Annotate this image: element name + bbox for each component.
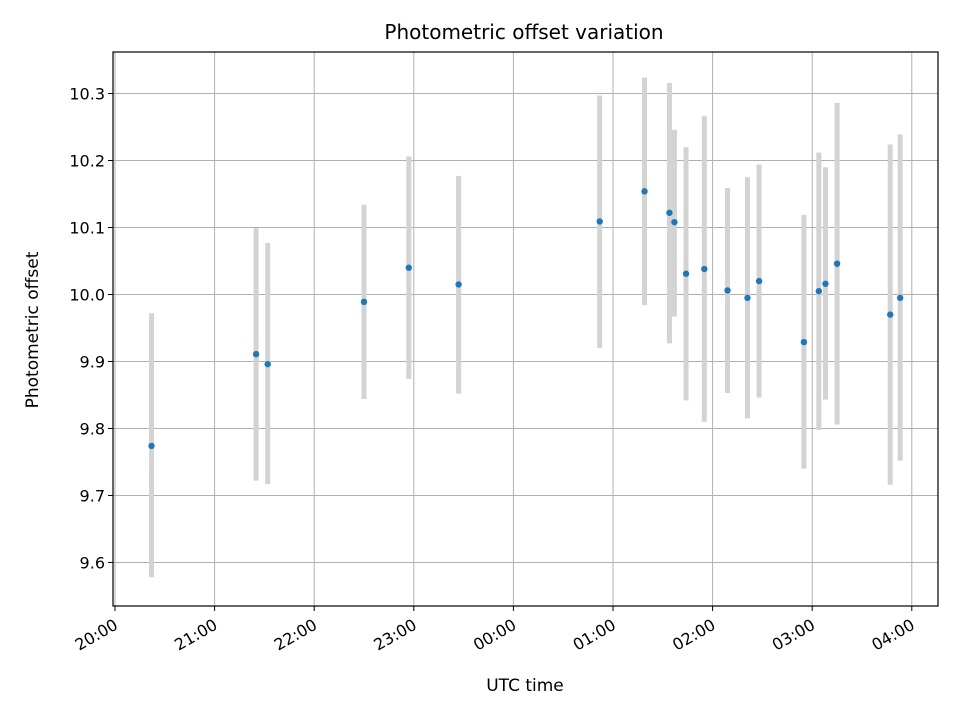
y-tick-label: 10.2: [69, 152, 105, 171]
data-point: [682, 270, 690, 277]
data-point: [264, 360, 271, 368]
plot-frame: [112, 51, 939, 607]
data-point: [755, 277, 763, 285]
data-point: [887, 311, 894, 318]
data-point: [800, 338, 808, 346]
data-point: [405, 264, 413, 271]
data-point: [744, 294, 751, 302]
y-tick-label: 9.7: [80, 486, 105, 505]
data-points: [148, 188, 904, 450]
x-tick-label: 01:00: [570, 615, 619, 655]
data-point: [666, 209, 673, 216]
data-point: [701, 265, 708, 273]
data-point: [252, 350, 260, 358]
chart-title: Photometric offset variation: [384, 20, 663, 44]
y-tick-label: 10.3: [69, 85, 105, 104]
y-tick-label: 10.0: [69, 286, 105, 305]
x-axis: 20:00 21:00 22:00 23:00 00:00 01:00 02:00 03:00…: [72, 606, 918, 655]
x-tick-label: 21:00: [171, 615, 220, 655]
x-tick-label: 00:00: [470, 615, 519, 655]
data-point: [896, 294, 904, 302]
data-point: [360, 298, 368, 306]
data-point: [671, 218, 678, 226]
data-point: [455, 281, 462, 288]
error-bars: [149, 77, 903, 578]
data-point: [641, 188, 648, 195]
data-point: [815, 287, 823, 295]
x-tick-label: 23:00: [370, 615, 419, 655]
data-point: [596, 218, 603, 225]
data-point: [833, 260, 841, 267]
x-tick-label: 20:00: [72, 615, 121, 655]
y-axis-label: Photometric offset: [23, 251, 43, 408]
y-tick-label: 9.9: [80, 352, 105, 371]
grid: [113, 52, 938, 606]
x-axis-label: UTC time: [486, 676, 564, 696]
data-point: [148, 442, 155, 450]
y-tick-label: 9.6: [80, 553, 105, 572]
x-tick-label: 04:00: [868, 615, 917, 655]
x-tick-label: 02:00: [669, 615, 718, 655]
y-tick-label: 10.1: [69, 219, 105, 238]
x-tick-label: 22:00: [271, 615, 320, 655]
y-tick-label: 9.8: [80, 419, 105, 438]
x-tick-label: 03:00: [769, 615, 818, 655]
data-point: [724, 287, 731, 294]
data-point: [822, 280, 829, 287]
y-axis: 9.6 9.7 9.8 9.9 10.0 10.1 10.2 10.3: [69, 85, 113, 572]
